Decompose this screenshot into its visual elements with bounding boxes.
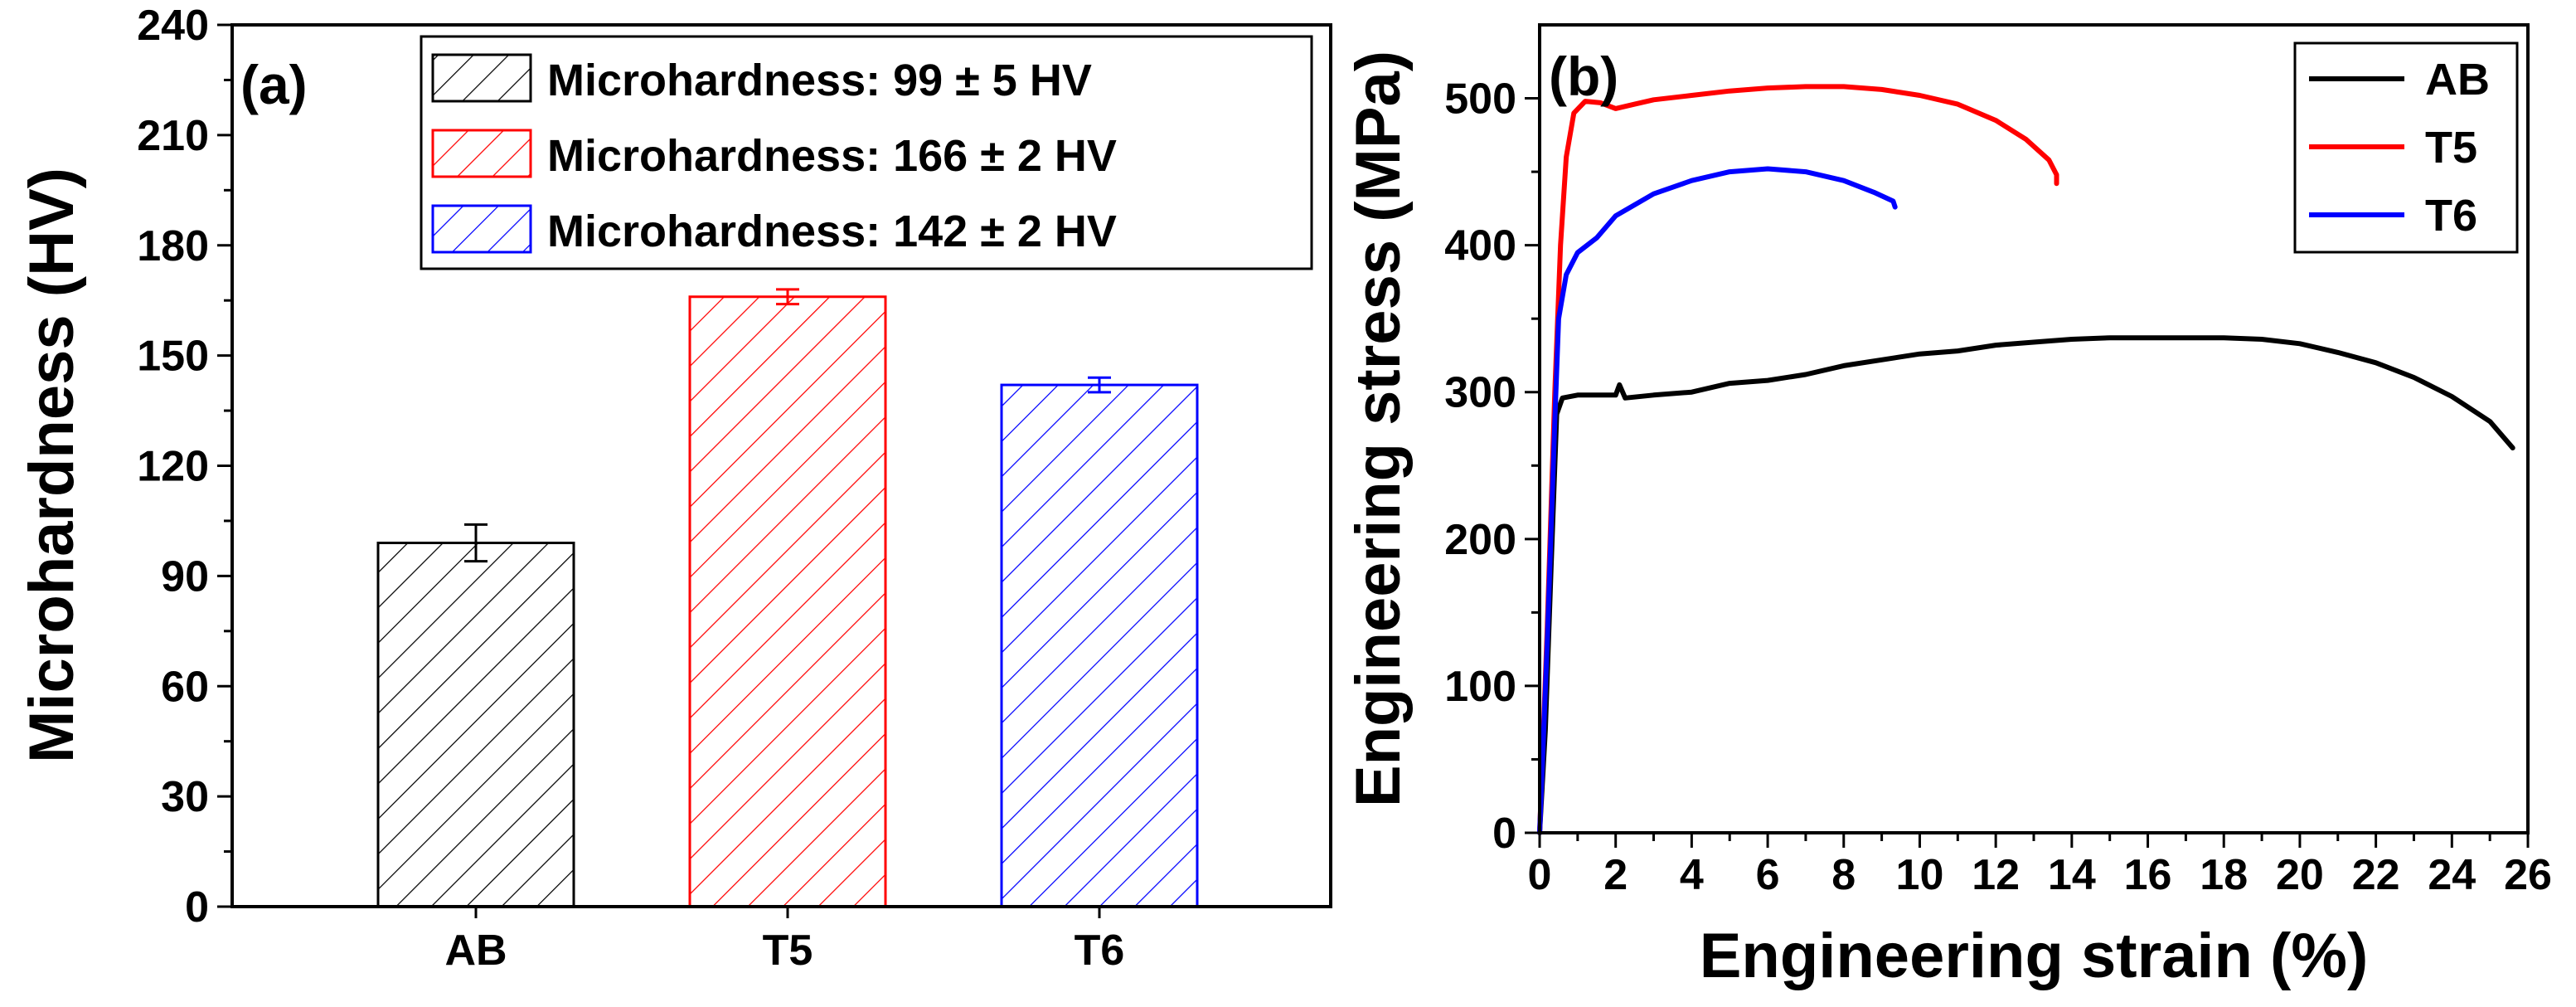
x-tick-label-t5: T5: [763, 927, 813, 975]
x-tick-label-b-0: 0: [1528, 851, 1552, 899]
x-tick-label-b-10: 10: [1896, 851, 1944, 899]
y-tick-label-a-240: 240: [137, 2, 209, 50]
x-tick-label-b-20: 20: [2276, 851, 2324, 899]
y-tick-label-a-120: 120: [137, 443, 209, 491]
panel-a-bar-chart: AB T5 T6 0 30 60 90 120 150 180 210 240 (a) Microha…: [17, 2, 1332, 975]
x-tick-label-b-24: 24: [2428, 851, 2476, 899]
y-tick-label-b-0: 0: [1492, 810, 1516, 858]
y-tick-label-b-300: 300: [1444, 369, 1516, 417]
y-tick-label-a-30: 30: [161, 773, 209, 821]
y-tick-label-a-180: 180: [137, 222, 209, 270]
x-tick-label-b-18: 18: [2200, 851, 2248, 899]
x-tick-label-b-2: 2: [1603, 851, 1628, 899]
panel-b-legend-frame: [2293, 41, 2519, 254]
y-tick-label-b-100: 100: [1444, 663, 1516, 711]
panel-b-line-chart: 0 2 4 6 8 10 12 14 16 18 20 22 24 260100200300400500 …: [1343, 23, 2552, 991]
x-tick-label-b-26: 26: [2504, 851, 2552, 899]
x-tick-label-ab: AB: [444, 927, 507, 975]
series-line-t5: [1537, 84, 2059, 835]
panel-a-legend-frame: [420, 35, 1313, 270]
panel-a-y-axis-label: Microhardness (HV): [17, 168, 87, 763]
y-tick-label-a-0: 0: [185, 883, 209, 932]
panel-b-y-axis-label: Engineering stress (MPa): [1343, 51, 1414, 807]
panel-a-legend: Microhardness: 99 ± 5 HV Microhardness: …: [420, 35, 1313, 270]
y-tick-label-a-60: 60: [161, 663, 209, 711]
error-bar-t6: [1088, 376, 1111, 394]
error-bar-ab: [464, 523, 488, 563]
series-line-ab: [1537, 335, 2515, 835]
y-tick-label-a-150: 150: [137, 333, 209, 381]
x-tick-label-t6: T6: [1075, 927, 1125, 975]
y-tick-label-a-210: 210: [137, 112, 209, 160]
x-tick-label-b-14: 14: [2048, 851, 2096, 899]
panel-b-label: (b): [1549, 46, 1618, 107]
x-tick-label-b-8: 8: [1831, 851, 1856, 899]
x-tick-label-b-12: 12: [1972, 851, 2020, 899]
x-tick-label-b-16: 16: [2124, 851, 2172, 899]
series-line-t6: [1537, 166, 1898, 835]
bar-t5: [688, 295, 887, 908]
legend-series-t5: T5: [2425, 123, 2477, 173]
x-tick-label-b-22: 22: [2352, 851, 2400, 899]
y-tick-label-a-90: 90: [161, 552, 209, 601]
y-tick-label-b-400: 400: [1444, 222, 1516, 270]
legend-series-ab: AB: [2425, 55, 2490, 105]
legend-label-t6: Microhardness: 142 ± 2 HV: [547, 207, 1117, 256]
panel-b-x-axis-label: Engineering strain (%): [1700, 921, 2369, 991]
legend-swatch-t5: [431, 129, 532, 178]
bar-ab: [376, 542, 575, 908]
y-tick-label-b-200: 200: [1444, 516, 1516, 564]
legend-series-t6: T6: [2425, 191, 2477, 241]
panel-b-legend: AB T5 T6: [2293, 41, 2519, 254]
y-tick-label-b-500: 500: [1444, 75, 1516, 124]
x-tick-label-b-6: 6: [1756, 851, 1780, 899]
x-tick-label-b-4: 4: [1680, 851, 1704, 899]
legend-swatch-ab: [431, 53, 532, 103]
legend-label-ab: Microhardness: 99 ± 5 HV: [547, 56, 1092, 105]
panel-a-label: (a): [240, 54, 308, 115]
legend-swatch-t6: [431, 204, 532, 254]
bar-t6: [1000, 383, 1199, 908]
legend-label-t5: Microhardness: 166 ± 2 HV: [547, 131, 1117, 181]
error-bar-t5: [776, 288, 799, 306]
